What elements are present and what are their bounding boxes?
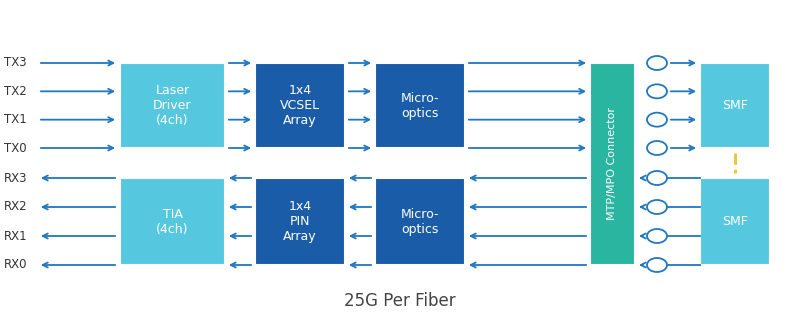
Text: RX2: RX2 (4, 201, 28, 214)
Text: TX2: TX2 (4, 85, 26, 98)
Text: TX0: TX0 (4, 141, 26, 154)
Text: SMF: SMF (722, 99, 748, 112)
Text: RX3: RX3 (4, 172, 27, 184)
FancyBboxPatch shape (255, 178, 345, 265)
FancyBboxPatch shape (375, 178, 465, 265)
FancyBboxPatch shape (120, 63, 225, 148)
Text: 1x4
PIN
Array: 1x4 PIN Array (283, 200, 317, 243)
Text: 25G Per Fiber: 25G Per Fiber (344, 292, 456, 310)
Text: TIA
(4ch): TIA (4ch) (156, 207, 189, 235)
Text: MTP/MPO Connector: MTP/MPO Connector (607, 108, 618, 221)
FancyBboxPatch shape (255, 63, 345, 148)
FancyBboxPatch shape (590, 63, 635, 265)
Text: Laser
Driver
(4ch): Laser Driver (4ch) (154, 84, 192, 127)
Text: RX1: RX1 (4, 230, 28, 243)
Text: TX3: TX3 (4, 57, 26, 69)
Text: Micro-
optics: Micro- optics (401, 207, 439, 235)
FancyBboxPatch shape (120, 178, 225, 265)
Text: SMF: SMF (722, 215, 748, 228)
FancyBboxPatch shape (700, 178, 770, 265)
Text: 1x4
VCSEL
Array: 1x4 VCSEL Array (280, 84, 320, 127)
Text: TX1: TX1 (4, 113, 26, 126)
Text: RX0: RX0 (4, 258, 27, 272)
FancyBboxPatch shape (375, 63, 465, 148)
FancyBboxPatch shape (700, 63, 770, 148)
Text: Micro-
optics: Micro- optics (401, 91, 439, 120)
